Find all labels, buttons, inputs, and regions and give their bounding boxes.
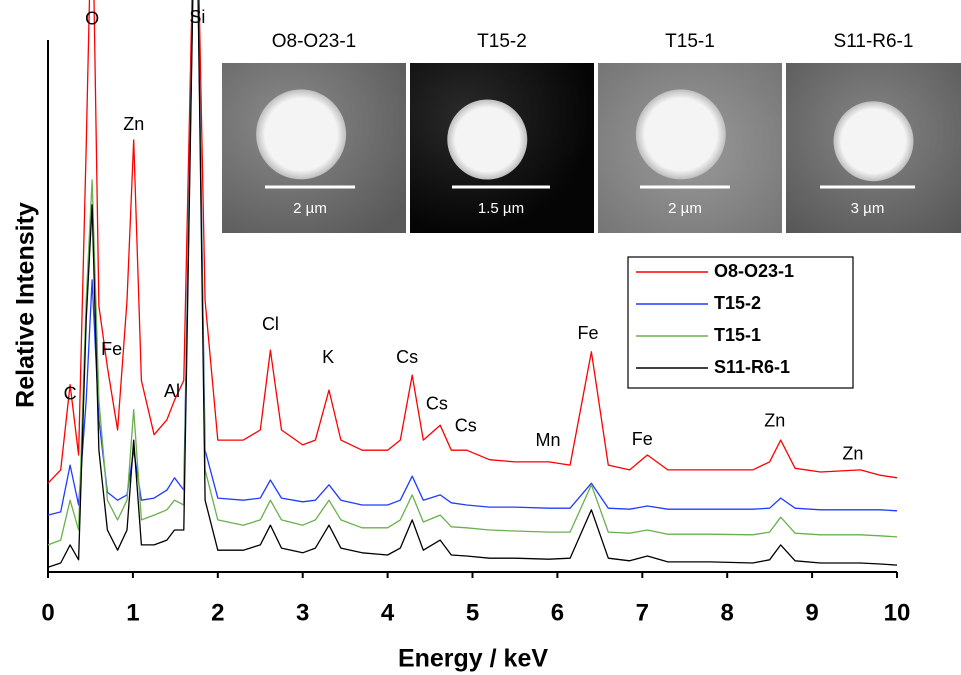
series-line: [47, 0, 898, 516]
peak-label: C: [64, 384, 77, 404]
peak-label: Fe: [632, 429, 653, 449]
peak-label: O: [85, 9, 99, 29]
y-axis-title: Relative Intensity: [12, 202, 40, 408]
series-line: [47, 0, 898, 568]
scale-bar-label: 2 µm: [668, 200, 702, 217]
scale-bar-label: 1.5 µm: [478, 200, 524, 217]
legend: O8-O23-1 T15-2 T15-1 S11-R6-1: [627, 256, 854, 389]
peak-label: Zn: [764, 411, 785, 431]
x-tick-label: 2: [211, 599, 224, 626]
peak-label: Al: [164, 381, 180, 401]
peak-label: Fe: [101, 339, 122, 359]
peak-label: Cl: [262, 314, 279, 334]
peak-label: Zn: [842, 444, 863, 464]
inset-title: T15-2: [477, 31, 527, 52]
legend-label: S11-R6-1: [714, 357, 790, 377]
particle: [256, 89, 347, 180]
x-tick-label: 4: [381, 599, 395, 626]
peak-label: Cs: [455, 416, 477, 436]
peak-label: Cs: [426, 394, 448, 414]
plot-area: 0 1 2 3 4 5 6 7 8 9 10 C O Fe Zn Al Si Cl K Cs Cs Cs Mn Fe Fe Zn Z…: [41, 0, 910, 626]
peak-label: K: [322, 347, 334, 367]
x-tick-label: 5: [466, 599, 479, 626]
peak-label: Zn: [123, 114, 144, 134]
x-tick-label: 6: [551, 599, 564, 626]
peak-label: Si: [189, 7, 205, 27]
particle: [833, 101, 914, 182]
peak-label: Cs: [396, 347, 418, 367]
peak-label: Mn: [536, 430, 561, 450]
series-line: [47, 0, 898, 484]
peak-label: Fe: [577, 323, 598, 343]
inset-title: T15-1: [665, 31, 715, 52]
x-tick-label: 9: [805, 599, 818, 626]
x-tick-label: 7: [636, 599, 649, 626]
legend-label: T15-1: [714, 325, 761, 345]
x-tick-label: 1: [126, 599, 139, 626]
legend-label: O8-O23-1: [714, 261, 794, 281]
x-tick-label: 0: [41, 599, 54, 626]
scale-bar-label: 2 µm: [293, 200, 327, 217]
series-line: [47, 0, 898, 546]
legend-label: T15-2: [714, 293, 761, 313]
x-axis-title: Energy / keV: [398, 645, 548, 673]
inset-title: S11-R6-1: [834, 31, 914, 52]
particle: [635, 89, 726, 180]
particle: [447, 99, 528, 180]
x-tick-label: 3: [296, 599, 309, 626]
x-tick-label: 8: [721, 599, 734, 626]
scale-bar-label: 3 µm: [851, 200, 885, 217]
legend-box: [627, 256, 854, 389]
insets: O8-O23-1 2 µm T15-2 1.5 µm T15-1 2 µm S11-R6-1…: [222, 31, 961, 233]
x-tick-label: 10: [884, 599, 911, 626]
inset-title: O8-O23-1: [272, 31, 356, 52]
